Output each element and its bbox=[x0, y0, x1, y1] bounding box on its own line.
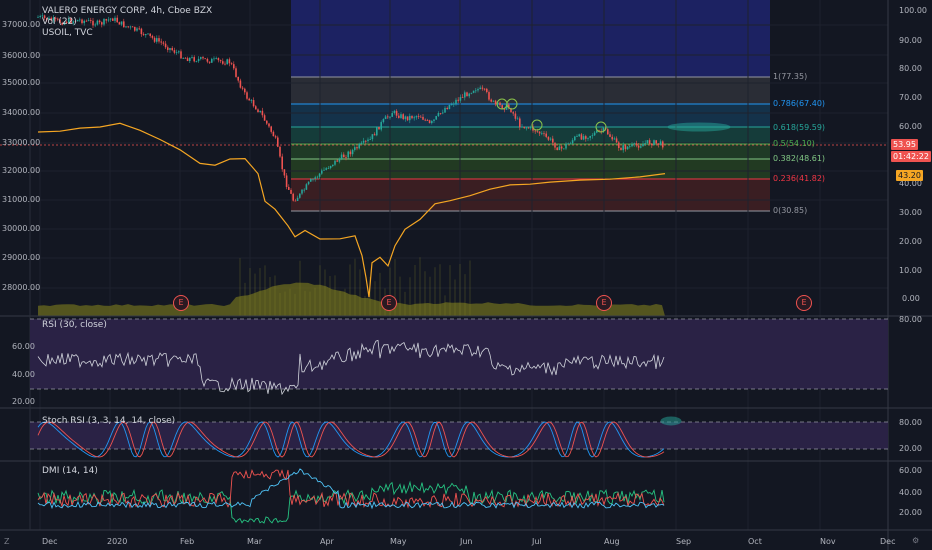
fib-zone-top bbox=[291, 0, 770, 77]
fib-label-618: 0.618(59.59) bbox=[773, 123, 826, 132]
earnings-marker[interactable]: E bbox=[796, 295, 812, 311]
right-scale-label: 0.00 bbox=[902, 294, 920, 303]
dmi-minus-line bbox=[37, 468, 665, 509]
fib-zone-618 bbox=[291, 127, 770, 144]
rsi-scale-label: 40.00 bbox=[12, 370, 35, 379]
fib-label-5: 0.5(54.10) bbox=[773, 139, 815, 148]
legend-symbol[interactable]: VALERO ENERGY CORP, 4h, Cboe BZX bbox=[42, 6, 213, 16]
stoch-scale-label: 20.00 bbox=[899, 444, 922, 453]
right-scale-label: 30.00 bbox=[899, 208, 922, 217]
right-scale-label: 40.00 bbox=[899, 179, 922, 188]
countdown-badge: 01:42:22 bbox=[891, 151, 931, 162]
dmi-scale-label: 40.00 bbox=[899, 488, 922, 497]
time-label: Jun bbox=[460, 537, 473, 546]
fib-label-786: 0.786(67.40) bbox=[773, 99, 826, 108]
left-scale-label: 32000.00 bbox=[2, 166, 41, 175]
rsi-band bbox=[30, 319, 888, 389]
legend: VALERO ENERGY CORP, 4h, Cboe BZX Vol (22… bbox=[42, 6, 212, 39]
fib-zone-1 bbox=[291, 77, 770, 104]
time-label: Aug bbox=[604, 537, 620, 546]
rsi-line bbox=[37, 339, 665, 396]
earnings-marker[interactable]: E bbox=[173, 295, 189, 311]
fib-label-382: 0.382(48.61) bbox=[773, 154, 826, 163]
earnings-marker[interactable]: E bbox=[381, 295, 397, 311]
left-scale-label: 35000.00 bbox=[2, 78, 41, 87]
time-label: 2020 bbox=[107, 537, 128, 546]
stoch-title[interactable]: Stoch RSI (3, 3, 14, 14, close) bbox=[42, 416, 176, 426]
fib-label-0: 0(30.85) bbox=[773, 206, 808, 215]
time-label: Nov bbox=[820, 537, 836, 546]
touch-marker bbox=[595, 121, 607, 133]
time-label: Sep bbox=[676, 537, 692, 546]
left-scale-label: 28000.00 bbox=[2, 283, 41, 292]
rsi-scale-label: 60.00 bbox=[12, 342, 35, 351]
log-scale-toggle[interactable]: Z bbox=[4, 537, 10, 546]
time-label: Mar bbox=[247, 537, 263, 546]
left-scale-label: 33000.00 bbox=[2, 138, 41, 147]
left-scale-label: 37000.00 bbox=[2, 20, 41, 29]
time-label: Jul bbox=[532, 537, 542, 546]
left-scale-label: 36000.00 bbox=[2, 51, 41, 60]
time-label: Feb bbox=[180, 537, 195, 546]
right-scale-label: 20.00 bbox=[899, 237, 922, 246]
time-label: Dec bbox=[42, 537, 58, 546]
dmi-scale-label: 20.00 bbox=[899, 508, 922, 517]
fib-label-1: 1(77.35) bbox=[773, 72, 808, 81]
last-price-badge: 53.95 bbox=[891, 139, 918, 150]
right-scale-label: 100.00 bbox=[899, 6, 927, 15]
time-label: Dec bbox=[880, 537, 896, 546]
touch-marker bbox=[506, 98, 518, 110]
rsi-scale-label: 80.00 bbox=[899, 315, 922, 324]
adx-line bbox=[37, 468, 665, 510]
volume-area bbox=[38, 282, 665, 316]
time-label: Oct bbox=[748, 537, 762, 546]
dmi-plus-line bbox=[37, 480, 665, 524]
oil-price-badge: 43.20 bbox=[896, 170, 923, 181]
time-label: May bbox=[390, 537, 407, 546]
fib-zone-5 bbox=[291, 144, 770, 159]
right-scale-label: 90.00 bbox=[899, 36, 922, 45]
settings-gear-icon[interactable]: ⚙ bbox=[912, 536, 920, 545]
oil-price-line bbox=[37, 122, 666, 298]
fib-zone-786 bbox=[291, 104, 770, 127]
earnings-marker[interactable]: E bbox=[596, 295, 612, 311]
legend-overlay[interactable]: USOIL, TVC bbox=[42, 28, 93, 38]
right-scale-label: 10.00 bbox=[899, 266, 922, 275]
touch-marker bbox=[531, 119, 543, 131]
right-scale-label: 70.00 bbox=[899, 93, 922, 102]
legend-volume[interactable]: Vol (22) bbox=[42, 17, 77, 27]
stoch-ellipse bbox=[660, 416, 682, 426]
stoch-k-line bbox=[37, 421, 665, 458]
right-scale-label: 80.00 bbox=[899, 64, 922, 73]
left-scale-label: 30000.00 bbox=[2, 224, 41, 233]
stoch-scale-label: 80.00 bbox=[899, 418, 922, 427]
right-scale-label: 60.00 bbox=[899, 122, 922, 131]
rsi-title[interactable]: RSI (30, close) bbox=[42, 320, 107, 330]
time-label: Apr bbox=[320, 537, 334, 546]
left-scale-label: 31000.00 bbox=[2, 195, 41, 204]
fib-label-236: 0.236(41.82) bbox=[773, 174, 826, 183]
dmi-title[interactable]: DMI (14, 14) bbox=[42, 466, 98, 476]
target-ellipse bbox=[667, 122, 731, 132]
fib-zone-382 bbox=[291, 159, 770, 179]
left-scale-label: 29000.00 bbox=[2, 253, 41, 262]
left-scale-label: 34000.00 bbox=[2, 108, 41, 117]
dmi-scale-label: 60.00 bbox=[899, 466, 922, 475]
rsi-scale-label: 20.00 bbox=[12, 397, 35, 406]
stoch-d-line bbox=[37, 421, 665, 458]
